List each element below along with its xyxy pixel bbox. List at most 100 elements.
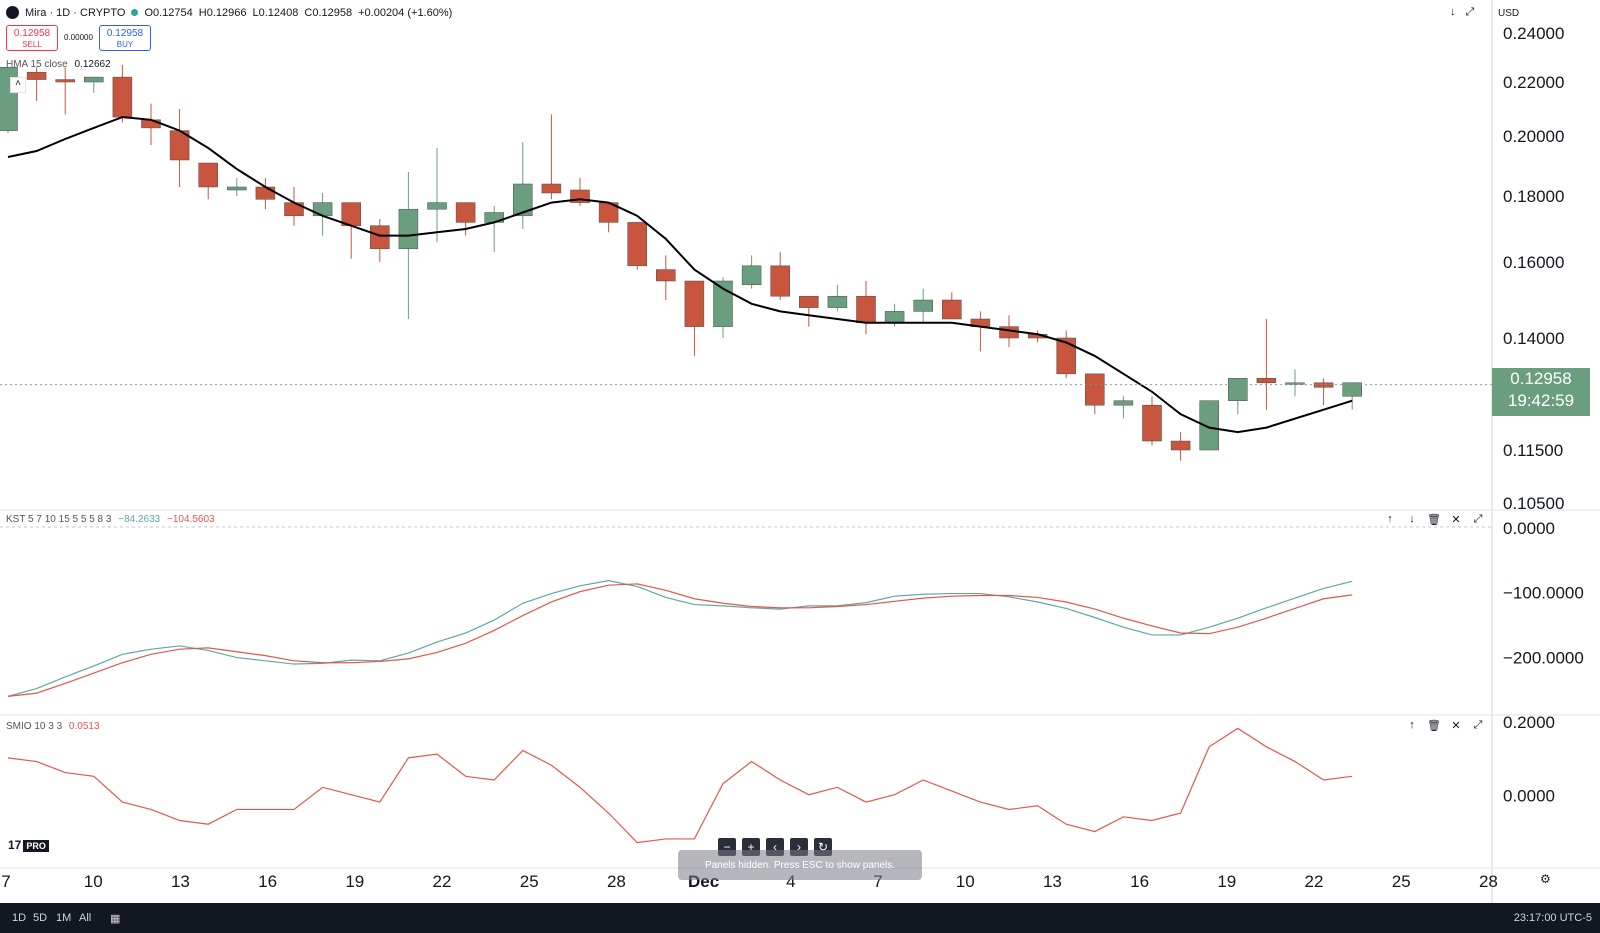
price-tick-label: 0.22000 (1503, 73, 1564, 92)
smio-pane-buttons: ↑ 🗑 ✕ ⤢ (1404, 717, 1486, 733)
time-tick-label: 16 (258, 872, 277, 891)
time-tick-label: 28 (607, 872, 626, 891)
candle-body (656, 269, 676, 282)
time-tick-label: 13 (1043, 872, 1062, 891)
symbol-legend: Mira · 1D · CRYPTO O0.12754 H0.12966 L0.… (6, 6, 452, 19)
spread-value: 0.00000 (64, 33, 93, 42)
kst-legend[interactable]: KST 5 7 10 15 5 5 5 8 3 −84.2633 −104.56… (6, 514, 215, 525)
kst-tick-label: −100.0000 (1503, 584, 1584, 603)
kst-signal-value: −104.5603 (167, 514, 215, 525)
candle-body (913, 299, 933, 312)
candle-body (856, 295, 876, 324)
candle-body (1313, 382, 1334, 388)
time-tick-label: 25 (520, 872, 539, 891)
candle-body (713, 280, 733, 327)
smio-value: 0.0513 (68, 721, 100, 732)
sell-button[interactable]: 0.12958 SELL (6, 25, 58, 51)
price-tick-label: 0.14000 (1503, 329, 1564, 348)
candle-body (1342, 382, 1362, 397)
arrow-down-icon[interactable]: ↓ (1450, 6, 1456, 18)
maximize-pane-icon[interactable]: ⤢ (1473, 512, 1483, 525)
kst-label: KST 5 7 10 15 5 5 5 8 3 (6, 514, 112, 525)
kst-value: −84.2633 (118, 514, 161, 525)
bar-countdown: 19:42:59 (1507, 391, 1575, 410)
price-tick-label: 0.16000 (1503, 253, 1564, 272)
move-up-icon[interactable]: ↑ (1387, 513, 1393, 525)
mira-logo-icon (6, 6, 19, 19)
candle-body (1056, 337, 1076, 375)
candle-body (227, 186, 247, 191)
close-icon[interactable]: ✕ (1451, 719, 1461, 732)
candle-body (799, 295, 819, 308)
market-open-dot-icon (131, 9, 139, 16)
smio-tick-label: 0.0000 (1503, 787, 1555, 806)
hma-legend[interactable]: HMA 15 close 0.12662 (6, 59, 111, 70)
sell-label: SELL (22, 40, 42, 49)
close-icon[interactable]: ✕ (1451, 513, 1461, 526)
candle-body (55, 79, 75, 83)
candle-body (455, 202, 476, 223)
ohlc-high: H0.12966 (198, 6, 247, 19)
hma-line (7, 116, 1353, 434)
candle-body (627, 222, 647, 267)
candle-body (1228, 378, 1248, 401)
candle-body (684, 280, 705, 327)
move-up-icon[interactable]: ↑ (1409, 719, 1415, 731)
candle-body (942, 299, 962, 320)
collapse-legend-icon[interactable]: ˄ (10, 77, 26, 93)
candle-body (398, 208, 419, 250)
currency-label[interactable]: USD (1498, 8, 1520, 19)
symbol-title[interactable]: Mira · 1D · CRYPTO (25, 6, 126, 19)
candle-body (84, 76, 104, 83)
delete-icon[interactable]: 🗑 (1427, 719, 1441, 732)
time-tick-label: 25 (1392, 872, 1411, 891)
time-tick-label: 13 (171, 872, 190, 891)
maximize-icon[interactable]: ⤢ (1465, 6, 1475, 18)
candle-body (1170, 440, 1191, 451)
price-tick-label: 0.10500 (1503, 494, 1564, 513)
maximize-pane-icon[interactable]: ⤢ (1473, 718, 1483, 731)
hma-value: 0.12662 (74, 59, 111, 70)
candle-body (741, 265, 762, 286)
time-tick-label: 10 (956, 872, 975, 891)
time-tick-label: 7 (873, 872, 882, 891)
ohlc-open: O0.12754 (144, 6, 193, 19)
time-tick-label: 19 (345, 872, 364, 891)
date-range-icon[interactable]: ▦ (110, 913, 121, 925)
candle-body (1085, 373, 1105, 406)
time-tick-label: 28 (1479, 872, 1498, 891)
timeframe-all[interactable]: All (79, 912, 92, 924)
candle-body (770, 265, 790, 297)
candle-body (999, 326, 1019, 339)
settings-icon[interactable]: ⚙ (1540, 872, 1551, 886)
time-tick-label: 16 (1130, 872, 1149, 891)
time-tick-label: 4 (786, 872, 795, 891)
kst-tick-label: −200.0000 (1503, 648, 1584, 667)
clock-display[interactable]: 23:17:00 UTC-5 (1513, 912, 1592, 924)
ohlc-change: +0.00204 (+1.60%) (358, 6, 453, 19)
time-tick-label: 19 (1217, 872, 1236, 891)
tv-pro-badge: PRO (23, 840, 49, 852)
sell-price: 0.12958 (13, 28, 51, 39)
candle-body (427, 202, 447, 210)
last-price-tag: 0.12958 19:42:59 (1492, 368, 1590, 416)
smio-legend[interactable]: SMIO 10 3 3 0.0513 (6, 721, 100, 732)
tv-logo-mark: 17 (8, 838, 22, 852)
timeframe-1m[interactable]: 1M (56, 912, 72, 924)
time-tick-label: 22 (1305, 872, 1324, 891)
price-tick-label: 0.18000 (1503, 187, 1564, 206)
time-tick-label: 10 (84, 872, 103, 891)
delete-icon[interactable]: 🗑 (1427, 513, 1441, 526)
buy-label: BUY (116, 40, 134, 49)
timeframe-1d[interactable]: 1D (12, 912, 27, 924)
candle-body (827, 295, 848, 308)
buy-button[interactable]: 0.12958 BUY (99, 25, 151, 51)
timeframe-5d[interactable]: 5D (33, 912, 48, 924)
move-down-icon[interactable]: ↓ (1409, 513, 1415, 525)
candle-body (541, 183, 562, 194)
candle-body (884, 311, 905, 324)
ohlc-low: L0.12408 (252, 6, 299, 19)
smio-line (7, 727, 1353, 844)
hma-label: HMA 15 close (6, 59, 68, 70)
